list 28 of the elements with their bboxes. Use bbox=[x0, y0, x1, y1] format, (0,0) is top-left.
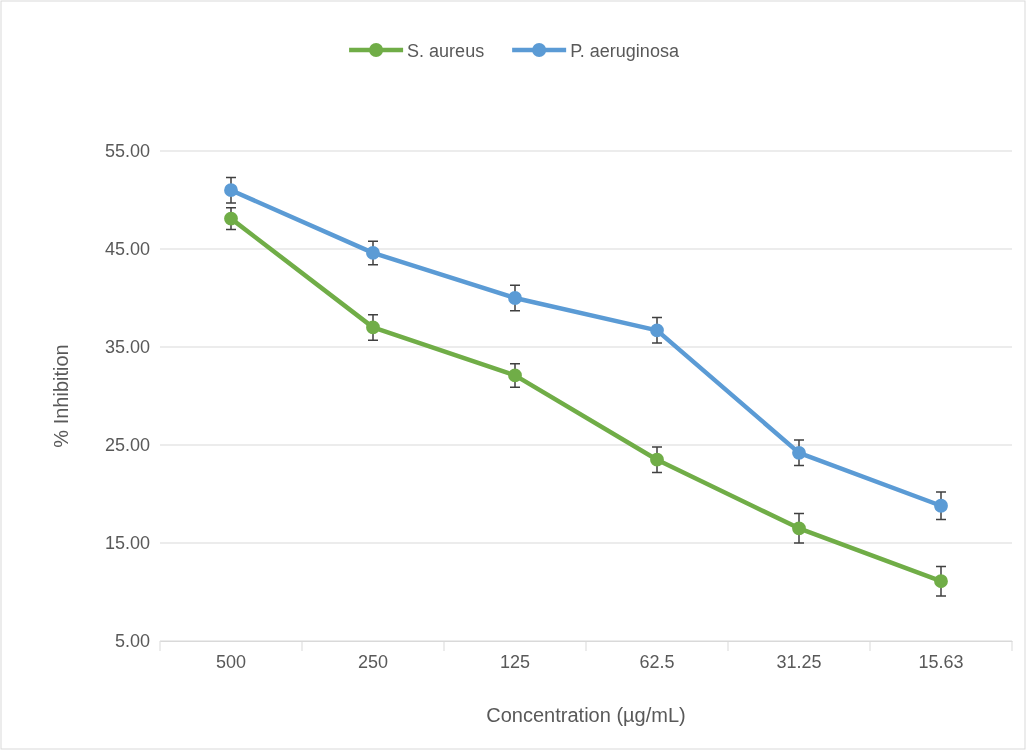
point bbox=[650, 452, 664, 467]
y-tick-label: 15.00 bbox=[104, 533, 150, 554]
point bbox=[224, 183, 238, 198]
y-tick-label: 45.00 bbox=[104, 239, 150, 260]
x-tick-label: 15.63 bbox=[918, 651, 964, 672]
point bbox=[934, 574, 948, 589]
x-tick-label: 31.25 bbox=[776, 651, 822, 672]
x-tick-label: 500 bbox=[215, 651, 247, 672]
point bbox=[224, 211, 238, 226]
x-tick-label: 250 bbox=[357, 651, 389, 672]
point bbox=[792, 445, 806, 460]
x-axis-title: Concentration (µg/mL) bbox=[486, 704, 686, 726]
point bbox=[366, 320, 380, 335]
y-tick-label: 35.00 bbox=[104, 337, 150, 358]
point bbox=[650, 323, 664, 338]
x-tick-label: 62.5 bbox=[639, 651, 675, 672]
point bbox=[508, 291, 522, 305]
point bbox=[508, 368, 522, 383]
x-tick-label: 125 bbox=[499, 651, 531, 672]
y-axis-title: % Inhibition bbox=[50, 344, 72, 448]
legend-label: P. aeruginosa bbox=[570, 41, 680, 61]
y-tick-label: 25.00 bbox=[104, 435, 150, 456]
legend-label: S. aureus bbox=[407, 41, 485, 61]
point bbox=[934, 498, 948, 513]
point bbox=[792, 521, 806, 536]
point bbox=[366, 246, 380, 260]
y-tick-label: 5.00 bbox=[114, 631, 150, 652]
y-tick-label: 55.00 bbox=[104, 141, 150, 162]
